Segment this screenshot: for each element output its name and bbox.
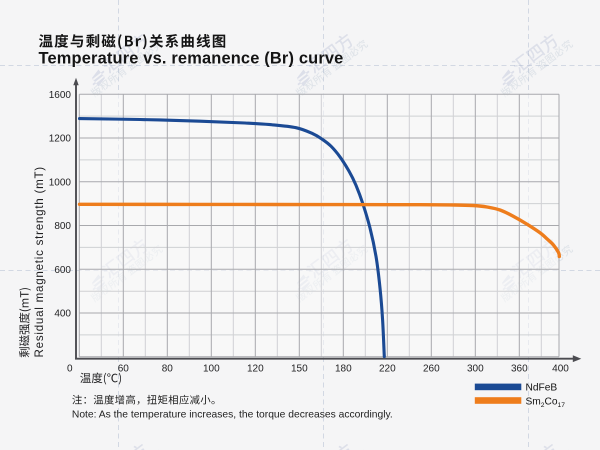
svg-text:NdFeB: NdFeB [526,383,558,394]
svg-text:180: 180 [335,363,352,374]
svg-text:0: 0 [67,363,73,374]
svg-text:260: 260 [423,363,440,374]
svg-text:800: 800 [54,221,71,232]
svg-text:Residual magnetic strength (mT: Residual magnetic strength (mT) [33,166,46,357]
svg-text:1600: 1600 [49,90,72,101]
svg-text:1200: 1200 [49,134,72,145]
svg-text:1000: 1000 [49,177,72,188]
svg-text:400: 400 [552,363,569,374]
svg-text:300: 300 [467,363,484,374]
svg-text:60: 60 [118,363,130,374]
svg-text:100: 100 [203,363,220,374]
svg-text:80: 80 [162,363,174,374]
svg-text:150: 150 [291,363,308,374]
svg-text:600: 600 [54,265,71,276]
svg-text:Sm2Co17: Sm2Co17 [526,396,566,409]
svg-text:360: 360 [511,363,528,374]
svg-text:220: 220 [379,363,396,374]
svg-text:400: 400 [54,309,71,320]
svg-text:Note: As the temperature incre: Note: As the temperature increases, the … [72,409,393,420]
svg-text:Temperature vs. remanence (Br): Temperature vs. remanence (Br) curve [39,49,344,67]
svg-text:120: 120 [247,363,264,374]
